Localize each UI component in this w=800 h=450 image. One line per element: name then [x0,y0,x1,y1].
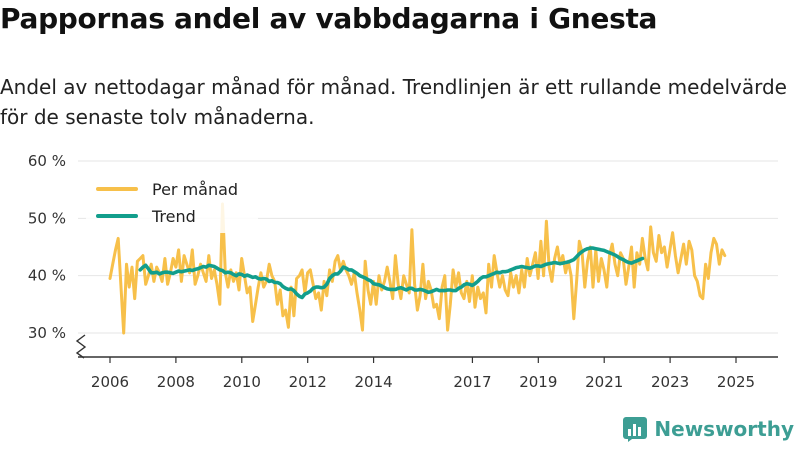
y-axis-labels: 30 % 40 % 50 % 60 % [28,152,66,342]
x-tick-label: 2023 [651,373,689,391]
newsworthy-logo-icon [623,417,648,442]
x-tick-label: 2021 [585,373,623,391]
y-tick-label: 40 % [28,267,66,285]
series-line-trend [138,246,645,300]
legend-label-trend: Trend [151,207,196,226]
chart-subtitle: Andel av nettodagar månad för månad. Tre… [0,75,787,129]
x-tick-label: 2017 [453,373,491,391]
brand-logo: Newsworthy [622,416,794,442]
series-line-monthly [108,202,727,335]
y-tick-label: 30 % [28,324,66,342]
x-tick-label: 2010 [223,373,261,391]
legend-label-monthly: Per månad [152,180,238,199]
x-tick-label: 2019 [519,373,557,391]
chart-title: Pappornas andel av vabbdagarna i Gnesta [0,2,658,35]
x-tick-label: 2006 [91,373,129,391]
y-tick-label: 60 % [28,152,66,170]
x-tick-label: 2025 [717,373,755,391]
axis-break-icon [75,334,87,359]
x-tick-label: 2008 [157,373,195,391]
x-tick-label: 2012 [289,373,327,391]
brand-name: Newsworthy [654,417,794,441]
x-axis: 2006 2008 2010 2012 2014 2017 2019 2021 2023 2025 [75,334,778,391]
legend: Per månad Trend [86,173,258,233]
y-tick-label: 50 % [28,209,66,227]
x-tick-label: 2014 [354,373,392,391]
legend-background [86,173,258,233]
series-group [108,202,727,335]
